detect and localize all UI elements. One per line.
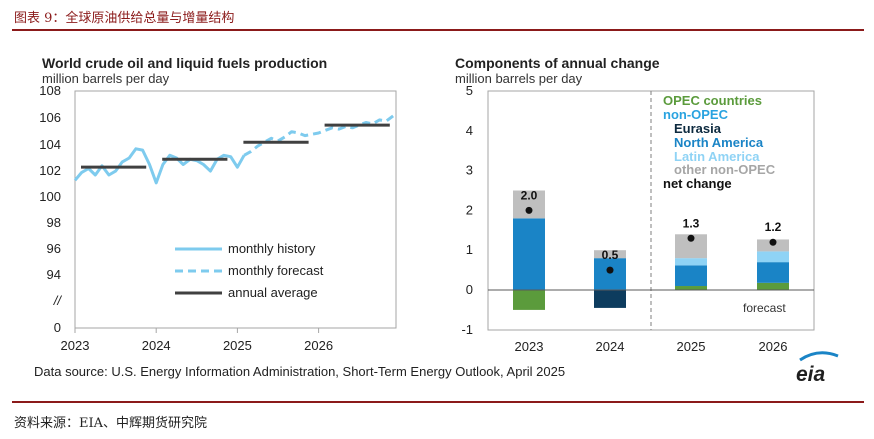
legend-other-non-opec: other non-OPEC (674, 162, 776, 177)
figure-source: 资料来源：EIA、中辉期货研究院 (14, 416, 208, 431)
left-y-tick-labels: 108 106 104 102 100 98 96 94 // 0 (39, 83, 62, 335)
right-x-tick-labels: 2023 2024 2025 2026 (515, 339, 788, 354)
bar-opec-countries-2025 (675, 286, 707, 290)
left-y-tick: 100 (39, 189, 61, 204)
left-x-tick: 2025 (223, 338, 252, 353)
legend-label-monthly-history: monthly history (228, 241, 316, 256)
net-change-label-2026: 1.2 (765, 220, 782, 234)
bar-latin-america-2026 (757, 251, 789, 263)
right-y-tick-labels: 5 4 3 2 1 0 -1 (461, 83, 473, 337)
left-x-tick: 2026 (304, 338, 333, 353)
bar-north-america-2023 (513, 218, 545, 290)
net-change-dot-2023 (525, 206, 533, 214)
net-change-dot-2024 (606, 266, 614, 274)
left-gridlines (74, 328, 320, 333)
right-y-tick: 0 (466, 282, 473, 297)
bar-north-america-2026 (757, 262, 789, 283)
left-y-tick: 104 (39, 137, 61, 152)
left-x-tick: 2023 (61, 338, 90, 353)
figure-title: 图表 9：全球原油供给总量与增量结构 (14, 11, 235, 26)
right-y-tick: 1 (466, 242, 473, 257)
net-change-dot-2026 (769, 238, 777, 246)
right-legend: OPEC countries non-OPEC Eurasia North Am… (663, 93, 776, 191)
bar-north-america-2025 (675, 265, 707, 287)
bar-north-america-2024 (594, 258, 626, 290)
eia-logo: eia (796, 363, 826, 386)
right-chart-title: Components of annual change (455, 55, 660, 71)
bar-latin-america-2025 (675, 258, 707, 266)
legend-eurasia: Eurasia (674, 121, 722, 136)
right-y-tick: 2 (466, 202, 473, 217)
left-y-tick: 94 (47, 267, 61, 282)
left-y-tick: // (53, 293, 63, 308)
right-y-tick: 5 (466, 83, 473, 98)
left-x-tick-labels: 2023 2024 2025 2026 (61, 338, 334, 353)
bar-other-non-opec-2024 (594, 250, 626, 259)
right-bars (513, 190, 789, 310)
right-y-tick: 3 (466, 163, 473, 178)
net-change-label-2025: 1.3 (683, 216, 700, 230)
bar-opec-countries-2023 (513, 290, 545, 310)
right-x-tick: 2024 (596, 339, 625, 354)
right-x-tick: 2026 (759, 339, 788, 354)
net-change-label-2024: 0.5 (602, 248, 619, 262)
right-x-tick: 2023 (515, 339, 544, 354)
eia-logo-arc (799, 351, 839, 362)
left-y-tick: 0 (54, 320, 61, 335)
bar-other-non-opec-2025 (675, 234, 707, 259)
left-series (73, 114, 395, 185)
left-x-tick: 2024 (142, 338, 171, 353)
right-y-tick: 4 (466, 123, 473, 138)
net-change-dot-2025 (687, 234, 695, 242)
series-monthly-forecast (243, 114, 395, 157)
right-y-tick: -1 (461, 322, 473, 337)
source-rule (12, 401, 864, 403)
forecast-annotation: forecast (743, 301, 786, 315)
left-chart-subtitle: million barrels per day (42, 71, 170, 86)
left-legend: monthly history monthly forecast annual … (175, 241, 324, 300)
left-plot-frame (74, 90, 397, 329)
left-y-tick: 98 (47, 215, 61, 230)
left-y-tick: 96 (47, 241, 61, 256)
right-net-change: 2.0 0.5 1.3 1.2 (521, 188, 782, 274)
legend-label-monthly-forecast: monthly forecast (228, 263, 324, 278)
legend-net-change: net change (663, 176, 732, 191)
left-chart-title: World crude oil and liquid fuels product… (42, 55, 327, 71)
right-chart-subtitle: million barrels per day (455, 71, 583, 86)
title-rule (12, 29, 864, 31)
legend-opec: OPEC countries (663, 93, 762, 108)
legend-north-america: North America (674, 135, 764, 150)
left-y-tick: 106 (39, 110, 61, 125)
bar-eurasia-2024 (594, 290, 626, 308)
data-source: Data source: U.S. Energy Information Adm… (34, 364, 565, 379)
legend-latin-america: Latin America (674, 149, 760, 164)
legend-non-opec: non-OPEC (663, 107, 729, 122)
left-y-tick: 108 (39, 83, 61, 98)
net-change-label-2023: 2.0 (521, 188, 538, 202)
legend-label-annual-average: annual average (228, 285, 318, 300)
bar-opec-countries-2026 (757, 282, 789, 290)
right-x-tick: 2025 (677, 339, 706, 354)
left-y-tick: 102 (39, 163, 61, 178)
